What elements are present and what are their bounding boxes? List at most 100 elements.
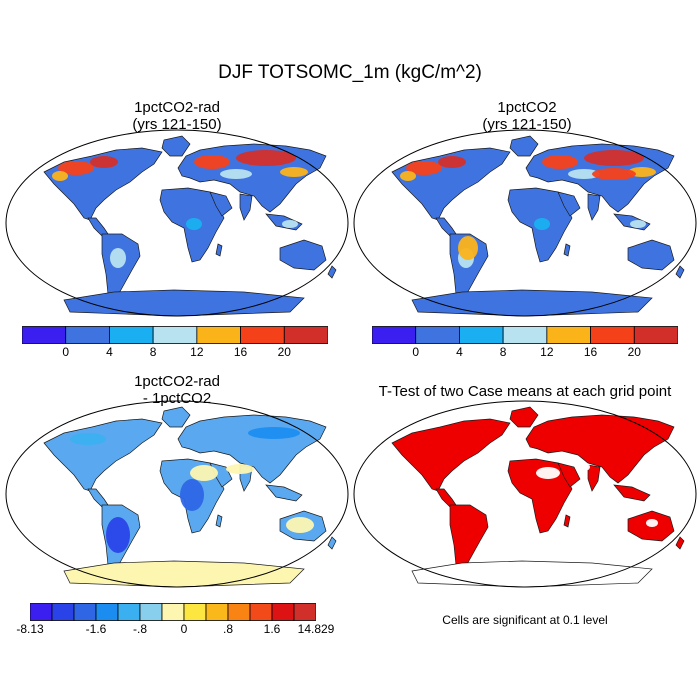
central-america-landmass	[87, 488, 109, 508]
se-asia-landmass	[265, 484, 303, 502]
australia-nonsignificant	[646, 519, 658, 527]
north-america-landmass	[391, 418, 511, 492]
europe-asia-landmass	[525, 414, 675, 484]
map-panel-difference	[5, 400, 349, 588]
panel2-title-line2: (yrs 121-150)	[482, 116, 572, 133]
alaska-hotspot	[400, 171, 416, 181]
north-america-landmass	[43, 418, 163, 492]
map-border	[353, 400, 697, 588]
alaska-hotspot	[52, 171, 68, 181]
panel2-title: 1pctCO2 (yrs 121-150)	[354, 99, 700, 133]
panel4-title-line1: T-Test of two Case means at each grid po…	[378, 383, 672, 400]
central-america-landmass	[87, 217, 109, 237]
siberia-extra-hotspot	[592, 168, 636, 180]
colorbar-swatch	[590, 326, 635, 344]
se-asia-landmass	[613, 484, 651, 502]
colorbar-swatch	[459, 326, 504, 344]
colorbar-tick-label: .8	[222, 622, 234, 636]
colorbar-tick-label: 8	[499, 345, 507, 359]
siberia-hotspot	[236, 150, 296, 166]
colorbar-1-boxes	[21, 326, 329, 344]
panel1-title-line2: (yrs 121-150)	[132, 116, 222, 133]
australia-neutral	[286, 517, 314, 533]
amazon-extra-mid	[458, 236, 478, 260]
central-asia-mid	[220, 169, 252, 179]
colorbar-swatch	[51, 603, 75, 621]
colorbar-panel-1: 0 4 8 12 16 20	[21, 326, 329, 362]
siberia-hotspot	[584, 150, 644, 166]
siberia-negative	[248, 427, 300, 439]
colorbar-tick-label: -.8	[132, 622, 148, 636]
colorbar-swatch	[29, 603, 53, 621]
colorbar-swatch	[139, 603, 163, 621]
colorbar-tick-label: 14.829	[297, 622, 335, 636]
land-layer	[43, 406, 337, 588]
colorbar-2-boxes	[371, 326, 679, 344]
significance-note: Cells are significant at 0.1 level	[442, 613, 608, 627]
madagascar-landmass	[563, 243, 571, 257]
colorbar-swatch	[196, 326, 241, 344]
colorbar-panel-3: -8.13 -1.6 -.8 0 .8 1.6 14.829	[16, 603, 334, 639]
land-layer	[391, 406, 685, 588]
colorbar-swatch	[152, 326, 198, 344]
canada-negative	[70, 433, 106, 445]
antarctica-landmass	[63, 289, 305, 317]
panel2-title-line1: 1pctCO2	[497, 99, 557, 116]
panel3-title: 1pctCO2-rad - 1pctCO2	[4, 373, 350, 407]
map-border	[353, 129, 697, 317]
colorbar-swatch	[293, 603, 317, 621]
antarctica-landmass	[411, 560, 653, 588]
colorbar-tick-label: 20	[627, 345, 641, 359]
colorbar-swatch	[109, 326, 154, 344]
figure-title: DJF TOTSOMC_1m (kgC/m^2)	[218, 62, 482, 83]
indonesia-mid	[630, 220, 646, 228]
new-zealand-landmass	[327, 536, 337, 550]
colorbar-swatch	[183, 603, 207, 621]
colorbar-tick-label: 12	[540, 345, 554, 359]
panel3-title-line2: - 1pctCO2	[142, 390, 212, 407]
anomaly-layer	[70, 427, 314, 553]
amazon-mid	[110, 248, 126, 268]
colorbar-swatch	[271, 603, 295, 621]
colorbar-swatch	[240, 326, 285, 344]
colorbar-tick-label: 16	[583, 345, 598, 359]
madagascar-landmass	[215, 514, 223, 528]
colorbar-swatch	[161, 603, 185, 621]
boreal-canada-hotspot	[406, 161, 442, 175]
south-america-landmass	[449, 504, 489, 574]
colorbar-swatch	[249, 603, 273, 621]
colorbar-tick-label: 4	[456, 345, 463, 359]
greenland-landmass	[509, 135, 539, 157]
colorbar-tick-label: 4	[106, 345, 113, 359]
greenland-landmass	[509, 406, 539, 428]
colorbar-tick-label: 12	[190, 345, 204, 359]
map-border	[5, 400, 349, 588]
colorbar-tick-label: 8	[149, 345, 157, 359]
colorbar-swatch	[21, 326, 67, 344]
south-america-landmass	[101, 233, 141, 303]
madagascar-landmass	[563, 514, 571, 528]
colorbar-swatch	[205, 603, 229, 621]
colorbar-tick-label: 1.6	[263, 622, 281, 636]
colorbar-swatch	[371, 326, 417, 344]
colorbar-tick-label: -1.6	[85, 622, 107, 636]
australia-landmass	[627, 239, 675, 271]
colorbar-swatch	[73, 603, 97, 621]
panel1-title-line1: 1pctCO2-rad	[134, 99, 220, 116]
panel4-title: T-Test of two Case means at each grid po…	[350, 383, 700, 400]
map-panel-1pctCO2-rad	[5, 129, 349, 317]
colorbar-tick-label: 0	[180, 622, 188, 636]
gap-layer	[536, 463, 658, 527]
map-border	[5, 129, 349, 317]
hudson-bay-hotspot	[438, 156, 466, 168]
colorbar-swatch	[415, 326, 460, 344]
colorbar-swatch	[633, 326, 679, 344]
east-siberia-mid	[280, 167, 308, 177]
sahara-nonsignificant	[536, 467, 560, 479]
arabia-nonsignificant	[578, 463, 590, 471]
central-america-landmass	[435, 217, 457, 237]
colorbar-swatch	[546, 326, 591, 344]
colorbar-panel-2: 0 4 8 12 16 20	[371, 326, 679, 362]
colorbar-swatch	[117, 603, 141, 621]
central-asia-mid	[568, 169, 600, 179]
